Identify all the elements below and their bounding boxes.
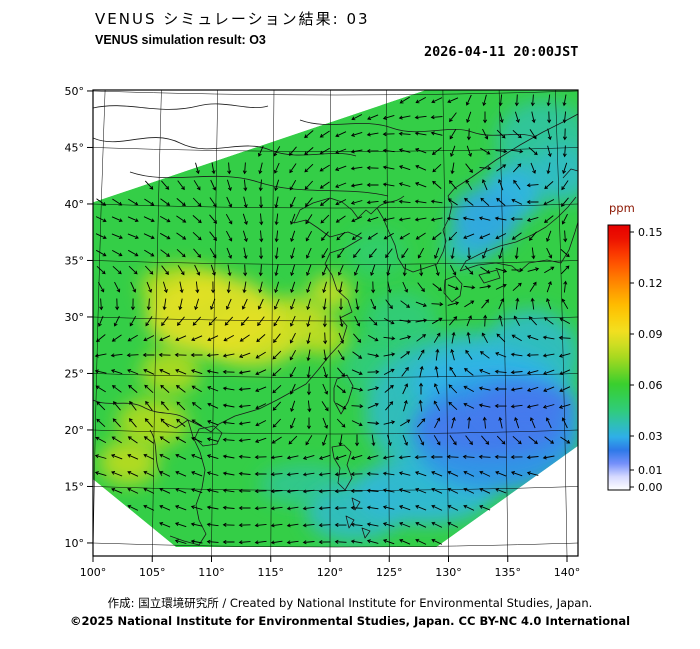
title-english: VENUS simulation result: O3 — [95, 33, 266, 47]
ytick-label: 20° — [65, 424, 85, 437]
colorbar — [607, 224, 631, 491]
wind-vectors — [94, 94, 571, 545]
license-line: ©2025 National Institute for Environment… — [69, 614, 631, 628]
colorbar-tick-label: 0.09 — [638, 328, 663, 341]
colorbar-unit: ppm — [609, 201, 635, 215]
ytick-label: 10° — [65, 537, 85, 550]
xtick-label: 115° — [258, 566, 285, 579]
colorbar-tick-label: 0.06 — [638, 379, 663, 392]
colorbar-tick-label: 0.03 — [638, 430, 663, 443]
ytick-label: 15° — [65, 480, 85, 493]
xtick-label: 130° — [435, 566, 462, 579]
ytick-label: 25° — [65, 367, 85, 380]
title-japanese: VENUS シミュレーション結果: 03 — [95, 10, 370, 28]
xtick-label: 120° — [317, 566, 344, 579]
plot-frame — [92, 89, 579, 557]
xtick-label: 140° — [554, 566, 581, 579]
ytick-label: 35° — [65, 254, 85, 267]
axis-labels: 10° 15° 20° 25° 30° 35° 40° 45° 50° 100° 105° 110° 1… — [65, 85, 581, 579]
xtick-label: 100° — [80, 566, 107, 579]
xtick-label: 135° — [495, 566, 522, 579]
ytick-label: 30° — [65, 311, 85, 324]
colorbar-labels: 0.15 0.12 0.09 0.06 0.03 0.01 0.00 — [630, 226, 663, 494]
colorbar-tick-label: 0.12 — [638, 277, 663, 290]
map-layers — [93, 90, 578, 556]
ytick-label: 45° — [65, 141, 85, 154]
xtick-label: 125° — [376, 566, 403, 579]
timestamp: 2026-04-11 20:00JST — [424, 44, 579, 60]
colorbar-tick-label: 0.01 — [638, 464, 663, 477]
colorbar-tick-label: 0.15 — [638, 226, 663, 239]
xtick-label: 105° — [139, 566, 166, 579]
ytick-label: 40° — [65, 198, 85, 211]
xtick-label: 110° — [198, 566, 225, 579]
ytick-label: 50° — [65, 85, 85, 98]
graticule — [93, 90, 578, 556]
credit-line: 作成: 国立環境研究所 / Created by National Instit… — [107, 596, 593, 610]
colorbar-tick-label: 0.00 — [638, 481, 663, 494]
